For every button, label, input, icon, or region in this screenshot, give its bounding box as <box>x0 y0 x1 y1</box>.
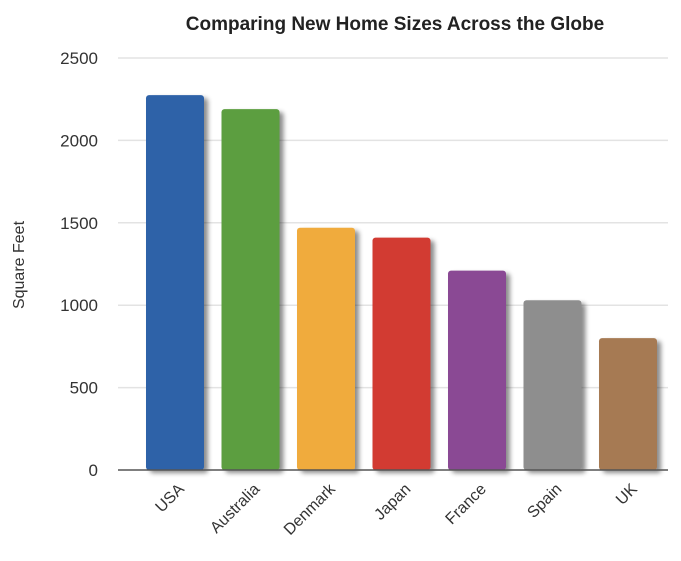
y-tick-label: 500 <box>70 379 98 398</box>
bar-denmark <box>297 228 355 470</box>
x-tick-label: USA <box>153 481 189 517</box>
bar-australia <box>222 109 280 470</box>
x-tick-labels: USA Australia Denmark Japan France Spain UK <box>153 480 642 539</box>
bar-france <box>448 271 506 470</box>
bar-usa <box>146 95 204 470</box>
y-tick-labels: 0 500 1000 1500 2000 2500 <box>60 49 98 480</box>
bar-spain <box>524 300 582 470</box>
x-tick-label: UK <box>613 481 641 509</box>
bar-uk <box>599 338 657 470</box>
bars <box>146 95 657 470</box>
x-tick-label: Japan <box>371 481 414 524</box>
bar-japan <box>373 238 431 470</box>
y-tick-label: 2000 <box>60 131 98 150</box>
y-tick-label: 1000 <box>60 296 98 315</box>
x-tick-label: Australia <box>207 481 263 537</box>
y-tick-label: 0 <box>89 461 98 480</box>
y-tick-label: 2500 <box>60 49 98 68</box>
chart-title: Comparing New Home Sizes Across the Glob… <box>186 14 604 35</box>
y-tick-label: 1500 <box>60 214 98 233</box>
x-tick-label: France <box>443 481 490 528</box>
x-tick-label: Denmark <box>281 480 340 539</box>
y-axis-label: Square Feet <box>11 220 28 309</box>
x-tick-label: Spain <box>524 481 565 522</box>
